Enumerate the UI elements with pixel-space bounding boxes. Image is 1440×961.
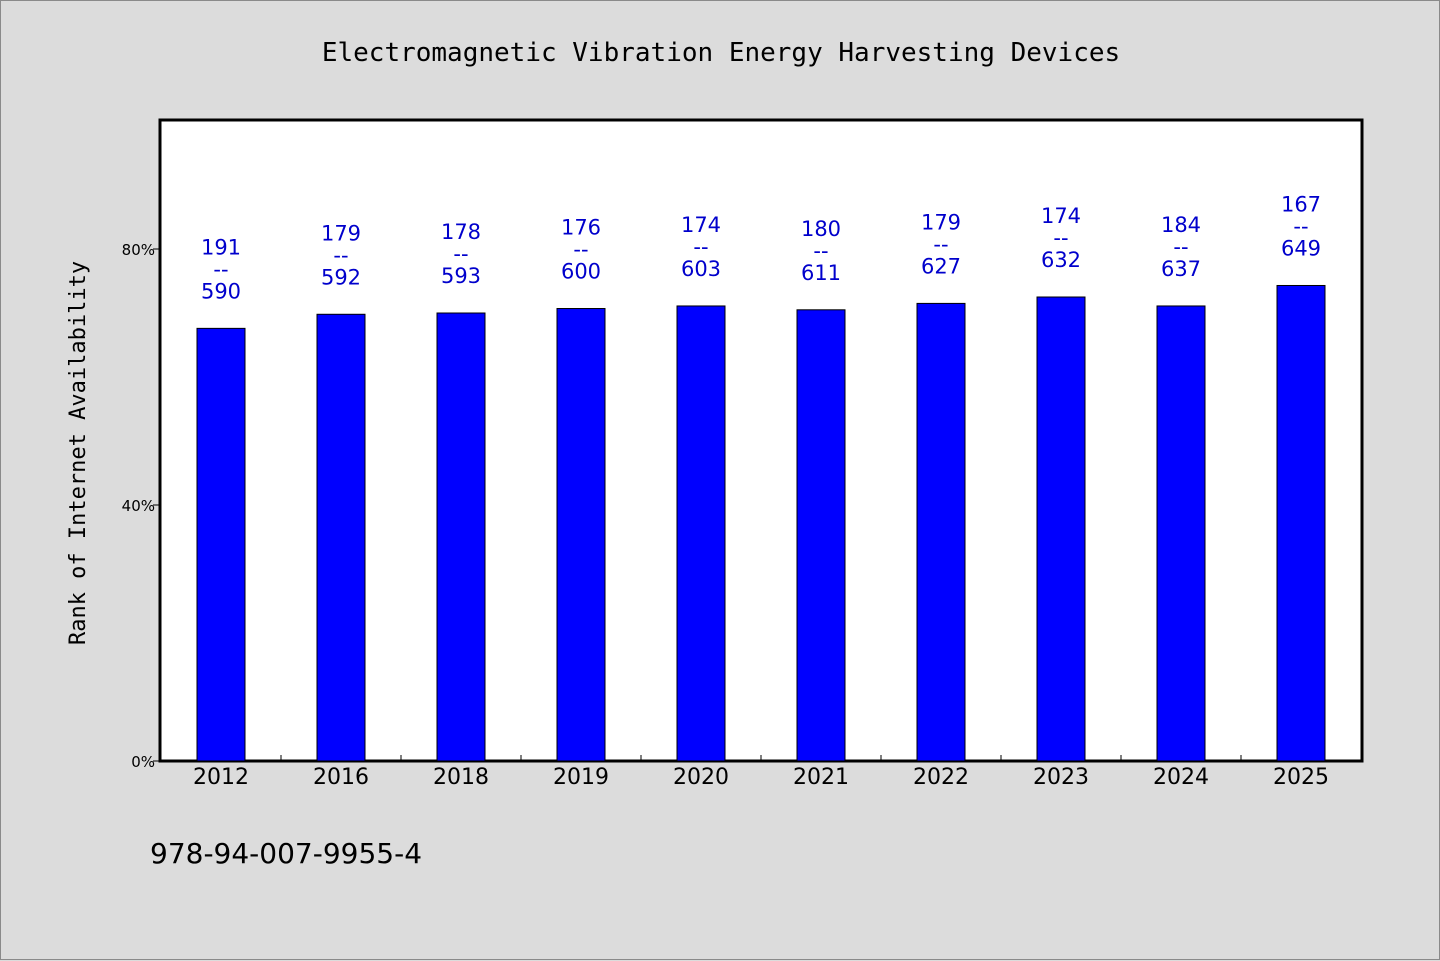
bar-label-bottom-2016: 592: [321, 265, 361, 289]
bar-2016: [316, 313, 366, 762]
bar-label-sep-2016: --: [333, 243, 348, 267]
x-tick-label-2012: 2012: [193, 765, 249, 790]
bar-2022: [916, 302, 966, 762]
bar-label-bottom-2025: 649: [1281, 236, 1321, 260]
bar-label-top-2025: 167: [1281, 192, 1321, 216]
bar-label-sep-2023: --: [1053, 226, 1068, 250]
bar-label-top-2018: 178: [441, 220, 481, 244]
bar-label-sep-2021: --: [813, 239, 828, 263]
x-axis: 2012 2016 2018 2019 2020 2021 2022 2023 2024 2025: [193, 755, 1329, 790]
bar-label-top-2021: 180: [801, 217, 841, 241]
bar-2012: [196, 327, 246, 762]
bar-2018: [436, 312, 486, 762]
bar-label-top-2019: 176: [561, 216, 601, 240]
bar-2019: [556, 308, 606, 762]
y-tick-label-1: 40%: [122, 497, 155, 515]
bar-label-bottom-2022: 627: [921, 254, 961, 278]
bar-label-top-2020: 174: [681, 213, 721, 237]
bar-label-bottom-2023: 632: [1041, 248, 1081, 272]
bar-label-sep-2025: --: [1293, 214, 1308, 238]
chart-title: Electromagnetic Vibration Energy Harvest…: [322, 38, 1120, 68]
bar-label-top-2012: 191: [201, 235, 241, 259]
bar-labels-group: 191--590179--592178--593176--600174--603…: [201, 192, 1321, 303]
bar-label-sep-2024: --: [1173, 235, 1188, 259]
x-tick-label-2023: 2023: [1033, 765, 1089, 790]
x-tick-label-2021: 2021: [793, 765, 849, 790]
x-tick-label-2020: 2020: [673, 765, 729, 790]
bar-label-top-2023: 174: [1041, 204, 1081, 228]
bar-2021: [796, 309, 846, 762]
bar-label-sep-2019: --: [573, 238, 588, 262]
bar-label-bottom-2012: 590: [201, 279, 241, 303]
y-axis: 0% 40% 80%: [122, 241, 161, 771]
bar-label-top-2024: 184: [1161, 213, 1201, 237]
bar-label-bottom-2019: 600: [561, 260, 601, 284]
y-tick-label-2: 80%: [122, 241, 155, 259]
bar-2023: [1036, 296, 1086, 762]
y-tick-label-0: 0%: [131, 753, 155, 771]
bar-2024: [1156, 305, 1206, 762]
bar-label-sep-2012: --: [213, 257, 228, 281]
x-tick-label-2018: 2018: [433, 765, 489, 790]
x-tick-label-2025: 2025: [1273, 765, 1329, 790]
bar-label-sep-2022: --: [933, 232, 948, 256]
bar-label-bottom-2020: 603: [681, 257, 721, 281]
bar-label-bottom-2021: 611: [801, 261, 841, 285]
x-tick-label-2016: 2016: [313, 765, 369, 790]
bar-label-bottom-2018: 593: [441, 264, 481, 288]
x-tick-label-2024: 2024: [1153, 765, 1209, 790]
bar-2020: [676, 305, 726, 762]
bar-2025: [1276, 284, 1326, 762]
bar-label-top-2022: 179: [921, 210, 961, 234]
bar-label-sep-2018: --: [453, 242, 468, 266]
x-tick-label-2022: 2022: [913, 765, 969, 790]
bars-group: [196, 284, 1326, 762]
isbn-label: 978-94-007-9955-4: [150, 837, 422, 870]
bar-label-top-2016: 179: [321, 221, 361, 245]
bar-label-bottom-2024: 637: [1161, 257, 1201, 281]
y-axis-label: Rank of Internet Availability: [66, 261, 91, 645]
bar-label-sep-2020: --: [693, 235, 708, 259]
x-tick-label-2019: 2019: [553, 765, 609, 790]
